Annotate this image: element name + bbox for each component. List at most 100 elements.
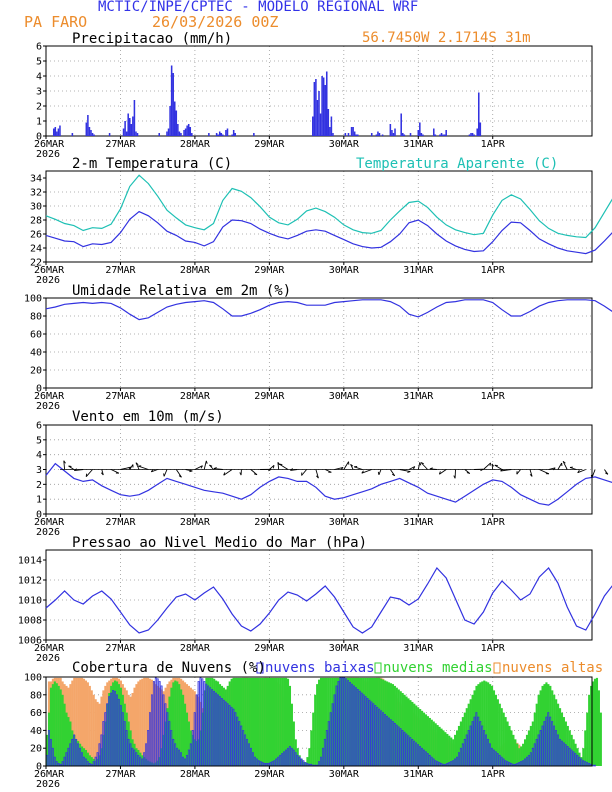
clouds-ytick-label: 40 <box>30 726 42 737</box>
cloud-bar-mid <box>584 730 587 766</box>
cloud-bar-mid <box>273 677 276 766</box>
cloud-bar-mid <box>211 677 214 766</box>
precip-bar <box>128 118 131 136</box>
cloud-bar-mid <box>47 712 51 766</box>
precip-ytick-label: 2 <box>36 102 42 113</box>
temperature-xtick-label: 30MAR <box>329 265 360 276</box>
precip-bar <box>392 133 395 136</box>
pressure-ytick-label: 1014 <box>18 556 42 567</box>
cloud-bar-mid <box>543 684 546 766</box>
wind-arrow-head <box>590 474 593 478</box>
cloud-bar-mid <box>483 680 486 766</box>
precip-bar <box>183 130 185 136</box>
cloud-bar-mid <box>283 677 286 766</box>
wind-arrow <box>301 469 307 476</box>
cloud-bar-mid <box>218 684 222 766</box>
cloud-bar-mid <box>300 758 303 766</box>
cloud-bar-mid <box>251 677 255 766</box>
legend-high-box <box>493 662 501 674</box>
cloud-bar-mid <box>450 737 453 766</box>
cloud-bar-mid <box>523 739 527 766</box>
clouds-ytick-label: 100 <box>24 673 42 684</box>
cloud-bar-mid <box>496 699 499 766</box>
cloud-bar-mid <box>599 712 602 766</box>
cloud-bar-mid <box>391 684 394 766</box>
header-coords: 56.7450W 2.1714S 31m <box>362 30 531 46</box>
cloud-bar-high <box>193 691 196 766</box>
precip-bar <box>315 79 317 136</box>
precip-bar <box>136 133 139 136</box>
cloud-bar-mid <box>380 678 383 766</box>
cloud-bar-mid <box>465 708 468 766</box>
wind-ytick-label: 4 <box>36 450 42 461</box>
cloud-bar-mid <box>75 739 78 766</box>
cloud-bar-mid <box>250 677 253 766</box>
precip-bar <box>470 133 472 136</box>
precip-bar <box>225 130 227 136</box>
precip-bar <box>231 134 233 136</box>
cloud-bar-mid <box>187 721 190 766</box>
cloud-bar-mid <box>506 721 509 766</box>
cloud-bar-mid <box>378 677 381 766</box>
wind-xtick-label: 1APR <box>481 517 506 528</box>
cloud-bar-mid <box>263 677 266 766</box>
cloud-bar-mid <box>415 705 418 766</box>
cloud-bar-mid <box>312 712 315 766</box>
cloud-bar-mid <box>59 689 62 766</box>
humidity-ytick-label: 0 <box>36 384 42 395</box>
temperature-year-label: 2026 <box>36 275 60 286</box>
cloud-bar-mid <box>127 721 130 766</box>
wind-arrow <box>203 460 207 470</box>
cloud-bar-mid <box>222 687 225 766</box>
cloud-bar-mid <box>129 730 132 766</box>
wind-arrow-head <box>239 472 242 476</box>
precip-bar <box>166 131 168 136</box>
precip-bar <box>187 124 190 136</box>
wind-arrow <box>135 462 140 470</box>
precip-bar <box>124 121 126 136</box>
cloud-bar-mid <box>255 677 258 766</box>
cloud-bar-mid <box>440 728 443 766</box>
precip-bar <box>175 110 178 136</box>
cloud-bar-mid <box>592 681 595 766</box>
precip-bar <box>479 122 482 136</box>
panel-title-wind: Vento em 10m (m/s) <box>72 409 224 425</box>
wind-xtick-label: 27MAR <box>105 517 136 528</box>
cloud-bar-mid <box>597 690 600 766</box>
cloud-bar-mid <box>489 684 492 766</box>
cloud-bar-mid <box>238 677 241 766</box>
wind-arrow <box>343 461 349 470</box>
cloud-bar-mid <box>240 677 243 766</box>
wind-arrow-head <box>213 467 217 470</box>
precip-bar <box>394 128 396 136</box>
wind-series-line <box>45 462 612 506</box>
pressure-ytick-label: 1008 <box>18 616 42 627</box>
precip-year-label: 2026 <box>36 149 60 160</box>
cloud-bar-mid <box>183 703 187 766</box>
cloud-bar-high <box>94 699 97 766</box>
cloud-bar-mid <box>409 700 412 766</box>
cloud-bar-mid <box>421 710 424 766</box>
wind-arrow <box>163 469 168 477</box>
precip-bar <box>324 85 326 136</box>
cloud-bar-mid <box>533 712 536 766</box>
cloud-bar-mid <box>547 684 550 766</box>
cloud-bar-mid <box>323 677 326 766</box>
cloud-bar-mid <box>290 703 293 766</box>
precip-bar <box>468 134 471 136</box>
cloud-bar-mid <box>51 684 54 766</box>
wind-arrow-head <box>419 462 422 466</box>
precip-bar <box>226 128 229 136</box>
cloud-bar-mid <box>154 762 157 766</box>
wind-arrow <box>223 469 233 476</box>
cloud-bar-mid <box>382 679 385 766</box>
precip-bar <box>355 134 357 136</box>
cloud-bar-mid <box>275 677 278 766</box>
cloud-bar-mid <box>271 677 274 766</box>
cloud-bar-mid <box>117 684 121 766</box>
cloud-bar-mid <box>457 725 461 766</box>
pressure-ytick-label: 1012 <box>18 576 42 587</box>
cloud-bar-mid <box>92 758 95 766</box>
humidity-xtick-label: 28MAR <box>180 391 211 402</box>
cloud-bar-mid <box>73 734 76 766</box>
